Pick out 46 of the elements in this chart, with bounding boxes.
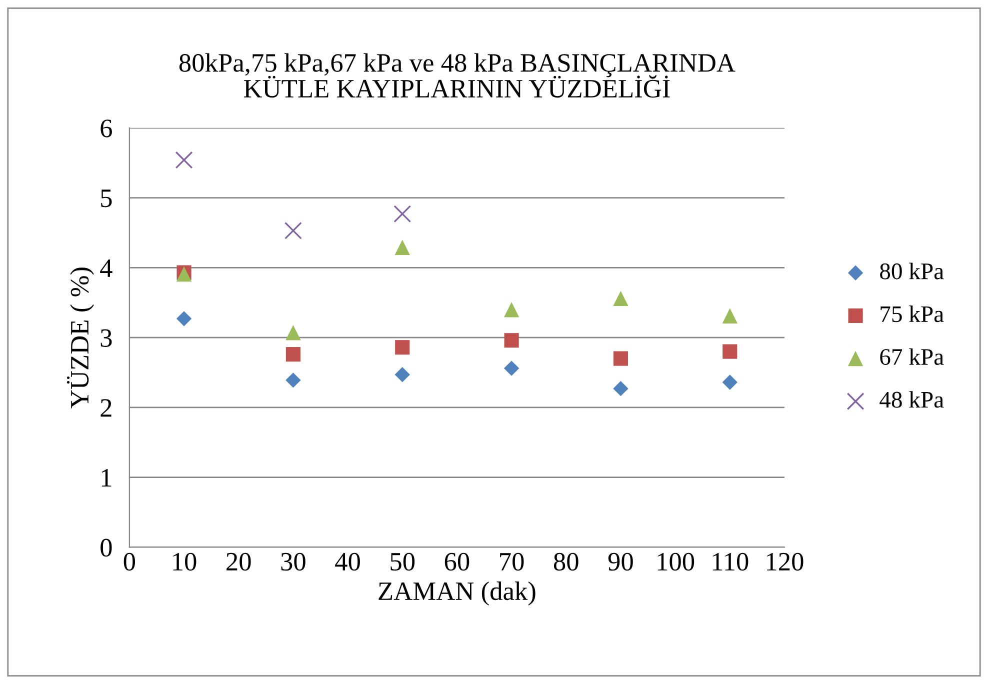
point (176, 311, 192, 326)
legend-label: 80 kPa (880, 262, 944, 280)
x-tick-label: 70 (500, 552, 524, 571)
point (286, 372, 301, 388)
point (286, 325, 301, 340)
point (394, 205, 412, 223)
x-tick-label: 40 (335, 552, 360, 571)
legend-label: 67 kPa (880, 348, 944, 365)
chart-title: 80kPa,75 kPa,67 kPa ve 48 kPa BASINÇLARINDA KÜTLE KAYIPLARININ YÜZDELİĞİ (179, 53, 736, 98)
point (394, 240, 410, 256)
y-tick-label: 2 (100, 399, 112, 417)
y-tick-label: 1 (102, 469, 112, 486)
x-tick-label: 60 (444, 552, 470, 571)
x-tick-label: 120 (767, 552, 804, 571)
y-tick-label: 5 (101, 190, 112, 208)
legend-label: 75 kPa (880, 306, 944, 322)
point (504, 333, 519, 348)
x-tick-label: 80 (554, 552, 578, 571)
point (613, 351, 628, 366)
legend-label: 48 kPa (880, 391, 944, 408)
x-tick-label: 100 (658, 552, 694, 571)
x-tick-label: 10 (173, 552, 196, 571)
point (504, 360, 520, 376)
point (613, 290, 628, 306)
y-tick-label: 0 (100, 538, 112, 557)
point (504, 302, 520, 318)
point (286, 347, 300, 362)
point (722, 308, 738, 324)
point (394, 366, 410, 382)
x-tick-label: 0 (124, 552, 136, 571)
point (722, 344, 738, 359)
point (613, 380, 628, 396)
y-tick-label: 6 (100, 120, 112, 138)
x-tick-label: 110 (712, 552, 748, 571)
point (395, 340, 410, 355)
x-tick-label: 50 (390, 552, 415, 571)
point (722, 374, 738, 390)
y-tick-label: 4 (100, 259, 112, 277)
x-tick-label: 30 (281, 552, 306, 571)
point (175, 151, 193, 169)
y-tick-label: 3 (100, 329, 112, 347)
y-axis-title: YÜZDE ( %) (66, 268, 94, 408)
point (284, 222, 302, 240)
x-tick-label: 90 (608, 552, 633, 571)
x-tick-label: 20 (226, 552, 251, 571)
x-axis-title: ZAMAN (dak) (378, 582, 536, 606)
